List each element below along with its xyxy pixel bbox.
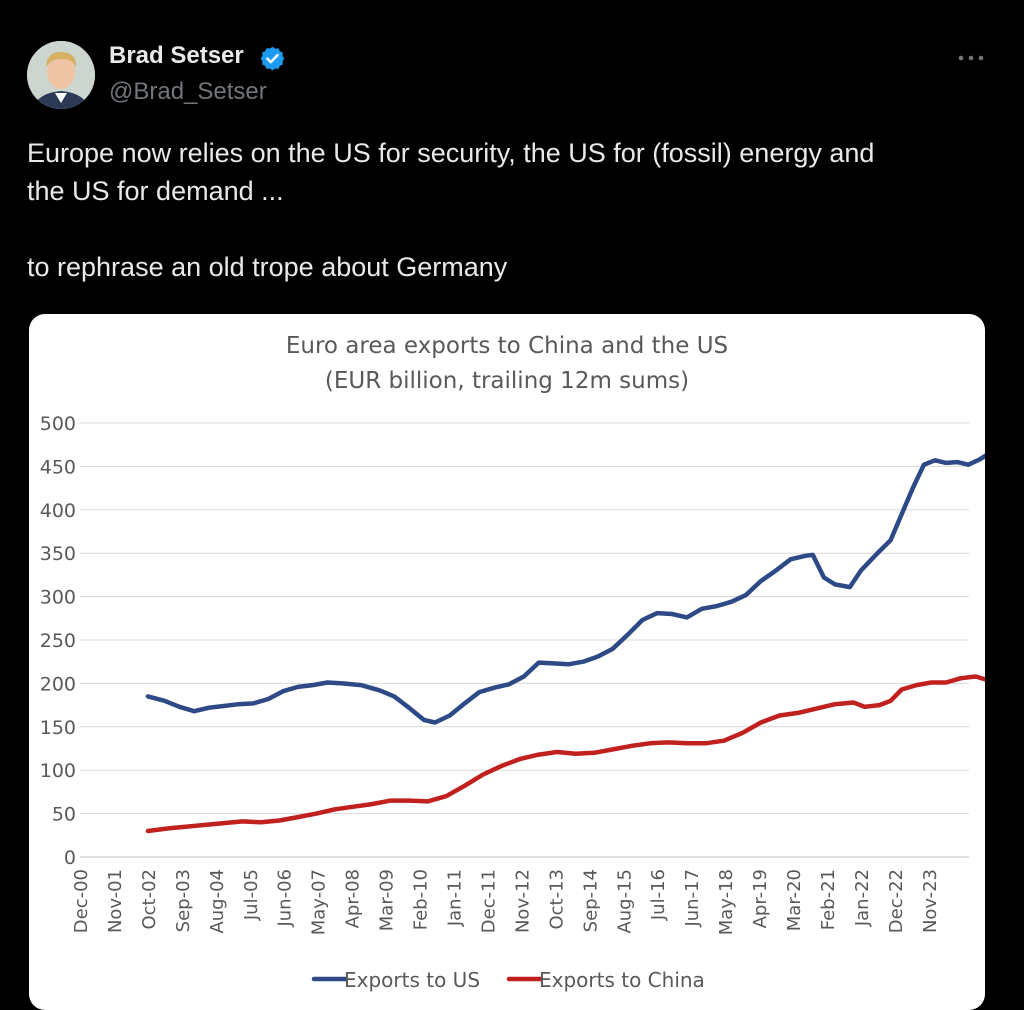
x-tick-label: Aug-04 (207, 869, 228, 934)
x-tick-label: Sep-14 (580, 869, 601, 932)
y-tick-label: 150 (40, 717, 76, 739)
x-tick-label: Dec-00 (71, 869, 92, 933)
x-tick-label: Aug-15 (614, 869, 635, 934)
x-tick-label: May-07 (309, 869, 330, 935)
verified-badge-icon (260, 46, 285, 71)
x-tick-label: Jan-22 (852, 869, 873, 927)
series-line (145, 453, 985, 725)
x-tick-label: Jun-06 (275, 869, 296, 928)
x-tick-label: May-18 (716, 869, 737, 935)
chart-image-card[interactable]: Euro area exports to China and the US (E… (29, 314, 985, 1010)
x-tick-label: Mar-09 (377, 869, 398, 931)
x-tick-label: Nov-23 (920, 869, 941, 933)
avatar[interactable] (27, 41, 95, 109)
chart-title: Euro area exports to China and the US (285, 333, 729, 359)
x-tick-label: Apr-19 (750, 869, 771, 928)
x-tick-label: Nov-12 (512, 869, 533, 933)
x-tick-label: Jul-05 (241, 869, 262, 921)
x-tick-label: Dec-11 (478, 869, 499, 933)
x-tick-label: Nov-01 (105, 869, 126, 933)
x-tick-label: Oct-13 (546, 869, 567, 930)
tweet-text-line: to rephrase an old trope about Germany (27, 252, 508, 282)
legend-label: Exports to US (344, 968, 480, 992)
x-tick-label: Sep-03 (173, 869, 194, 932)
x-tick-label: Apr-08 (343, 869, 364, 928)
legend-label: Exports to China (539, 968, 705, 992)
x-tick-label: Oct-02 (139, 869, 160, 930)
x-tick-label: Jan-11 (444, 869, 465, 927)
y-tick-label: 350 (40, 543, 76, 565)
chart-subtitle: (EUR billion, trailing 12m sums) (324, 368, 690, 394)
x-tick-label: Dec-22 (886, 869, 907, 933)
x-tick-label: Mar-20 (784, 869, 805, 931)
tweet-text: Europe now relies on the US for security… (27, 134, 987, 286)
y-tick-label: 450 (40, 456, 76, 478)
y-tick-label: 500 (40, 413, 76, 435)
x-tick-label: Jun-17 (682, 869, 703, 928)
author-name[interactable]: Brad Setser (109, 42, 244, 69)
y-tick-label: 50 (52, 804, 76, 826)
more-horizontal-icon[interactable] (955, 46, 987, 70)
x-tick-label: Feb-21 (818, 869, 839, 930)
y-tick-label: 0 (64, 847, 76, 869)
x-tick-label: Feb-10 (411, 869, 432, 930)
line-chart: 0 50 100 150 200 250 300 350 400 450 500 Dec-00 Nov-… (40, 413, 985, 992)
tweet-text-line: the US for demand ... (27, 176, 284, 206)
avatar-image (27, 41, 95, 109)
x-tick-label: Jul-16 (648, 869, 669, 921)
tweet-text-line: Europe now relies on the US for security… (27, 138, 875, 168)
series-line (145, 674, 985, 834)
y-tick-label: 100 (40, 760, 76, 782)
y-tick-label: 200 (40, 673, 76, 695)
y-tick-label: 300 (40, 587, 76, 609)
y-tick-label: 400 (40, 500, 76, 522)
y-tick-label: 250 (40, 630, 76, 652)
author-handle[interactable]: @Brad_Setser (109, 78, 267, 105)
